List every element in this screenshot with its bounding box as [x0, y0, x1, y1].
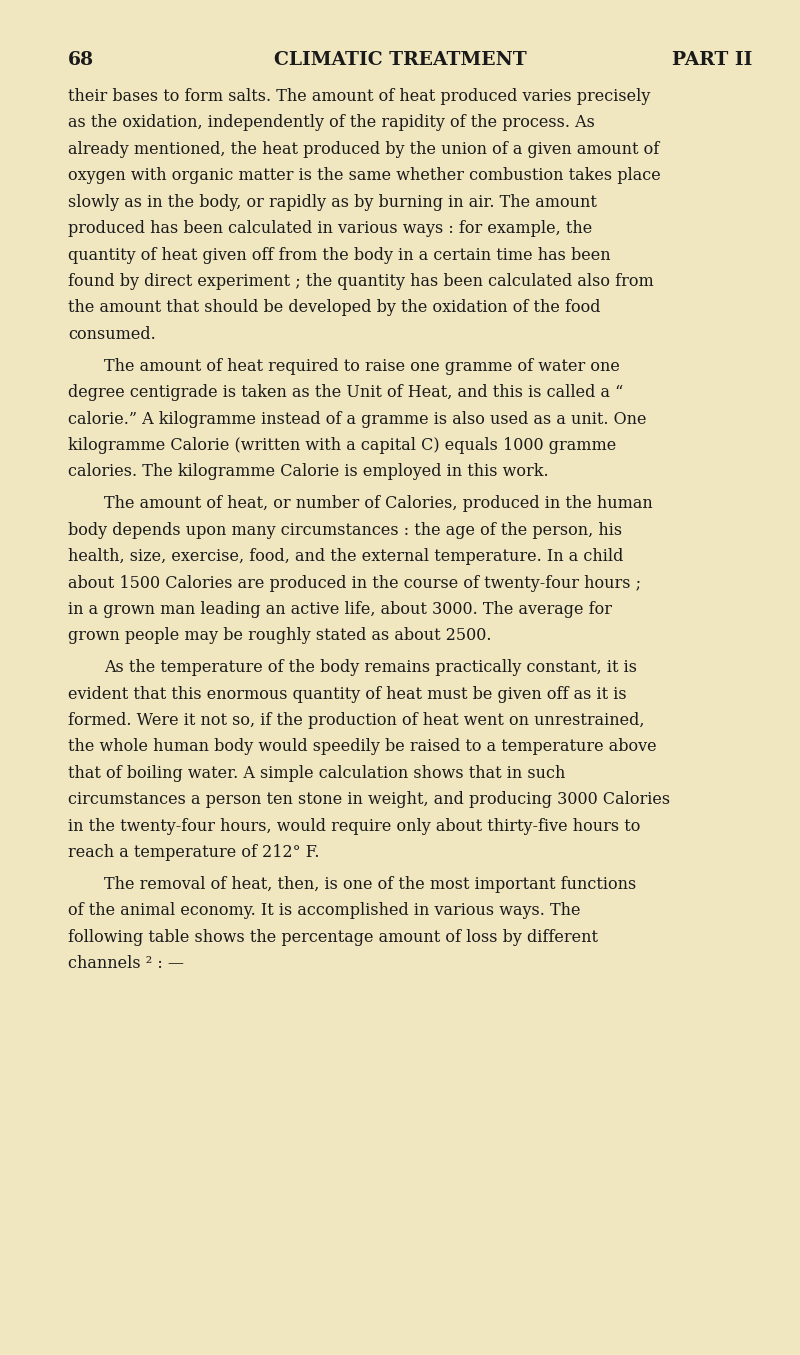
- Text: quantity of heat given off from the body in a certain time has been: quantity of heat given off from the body…: [68, 247, 610, 264]
- Text: the amount that should be developed by the oxidation of the food: the amount that should be developed by t…: [68, 299, 601, 317]
- Text: degree centigrade is taken as the Unit of Heat, and this is called a “: degree centigrade is taken as the Unit o…: [68, 383, 623, 401]
- Text: circumstances a person ten stone in weight, and producing 3000 Calories: circumstances a person ten stone in weig…: [68, 791, 670, 809]
- Text: kilogramme Calorie (written with a capital C) equals 1000 gramme: kilogramme Calorie (written with a capit…: [68, 436, 616, 454]
- Text: CLIMATIC TREATMENT: CLIMATIC TREATMENT: [274, 51, 526, 69]
- Text: reach a temperature of 212° F.: reach a temperature of 212° F.: [68, 844, 319, 862]
- Text: following table shows the percentage amount of loss by different: following table shows the percentage amo…: [68, 928, 598, 946]
- Text: As the temperature of the body remains practically constant, it is: As the temperature of the body remains p…: [104, 659, 637, 676]
- Text: produced has been calculated in various ways : for example, the: produced has been calculated in various …: [68, 220, 592, 237]
- Text: body depends upon many circumstances : the age of the person, his: body depends upon many circumstances : t…: [68, 522, 622, 539]
- Text: calorie.” A kilogramme instead of a gramme is also used as a unit. One: calorie.” A kilogramme instead of a gram…: [68, 411, 646, 428]
- Text: The amount of heat required to raise one gramme of water one: The amount of heat required to raise one…: [104, 358, 620, 375]
- Text: slowly as in the body, or rapidly as by burning in air. The amount: slowly as in the body, or rapidly as by …: [68, 194, 597, 211]
- Text: evident that this enormous quantity of heat must be given off as it is: evident that this enormous quantity of h…: [68, 686, 626, 703]
- Text: grown people may be roughly stated as about 2500.: grown people may be roughly stated as ab…: [68, 627, 491, 645]
- Text: consumed.: consumed.: [68, 325, 156, 343]
- Text: health, size, exercise, food, and the external temperature. In a child: health, size, exercise, food, and the ex…: [68, 547, 623, 565]
- Text: formed. Were it not so, if the production of heat went on unrestrained,: formed. Were it not so, if the productio…: [68, 711, 645, 729]
- Text: 68: 68: [68, 51, 94, 69]
- Text: channels ² : —: channels ² : —: [68, 955, 184, 973]
- Text: as the oxidation, independently of the rapidity of the process. As: as the oxidation, independently of the r…: [68, 115, 595, 131]
- Text: the whole human body would speedily be raised to a temperature above: the whole human body would speedily be r…: [68, 738, 657, 756]
- Text: in a grown man leading an active life, about 3000. The average for: in a grown man leading an active life, a…: [68, 600, 612, 618]
- Text: of the animal economy. It is accomplished in various ways. The: of the animal economy. It is accomplishe…: [68, 902, 581, 920]
- Text: already mentioned, the heat produced by the union of a given amount of: already mentioned, the heat produced by …: [68, 141, 659, 159]
- Text: that of boiling water. A simple calculation shows that in such: that of boiling water. A simple calculat…: [68, 764, 566, 782]
- Text: The amount of heat, or number of Calories, produced in the human: The amount of heat, or number of Calorie…: [104, 495, 653, 512]
- Text: oxygen with organic matter is the same whether combustion takes place: oxygen with organic matter is the same w…: [68, 167, 661, 184]
- Text: about 1500 Calories are produced in the course of twenty-four hours ;: about 1500 Calories are produced in the …: [68, 575, 641, 592]
- Text: calories. The kilogramme Calorie is employed in this work.: calories. The kilogramme Calorie is empl…: [68, 463, 549, 481]
- Text: PART II: PART II: [672, 51, 752, 69]
- Text: The removal of heat, then, is one of the most important functions: The removal of heat, then, is one of the…: [104, 875, 636, 893]
- Text: their bases to form salts. The amount of heat produced varies precisely: their bases to form salts. The amount of…: [68, 88, 650, 106]
- Text: in the twenty-four hours, would require only about thirty-five hours to: in the twenty-four hours, would require …: [68, 817, 640, 835]
- Text: found by direct experiment ; the quantity has been calculated also from: found by direct experiment ; the quantit…: [68, 272, 654, 290]
